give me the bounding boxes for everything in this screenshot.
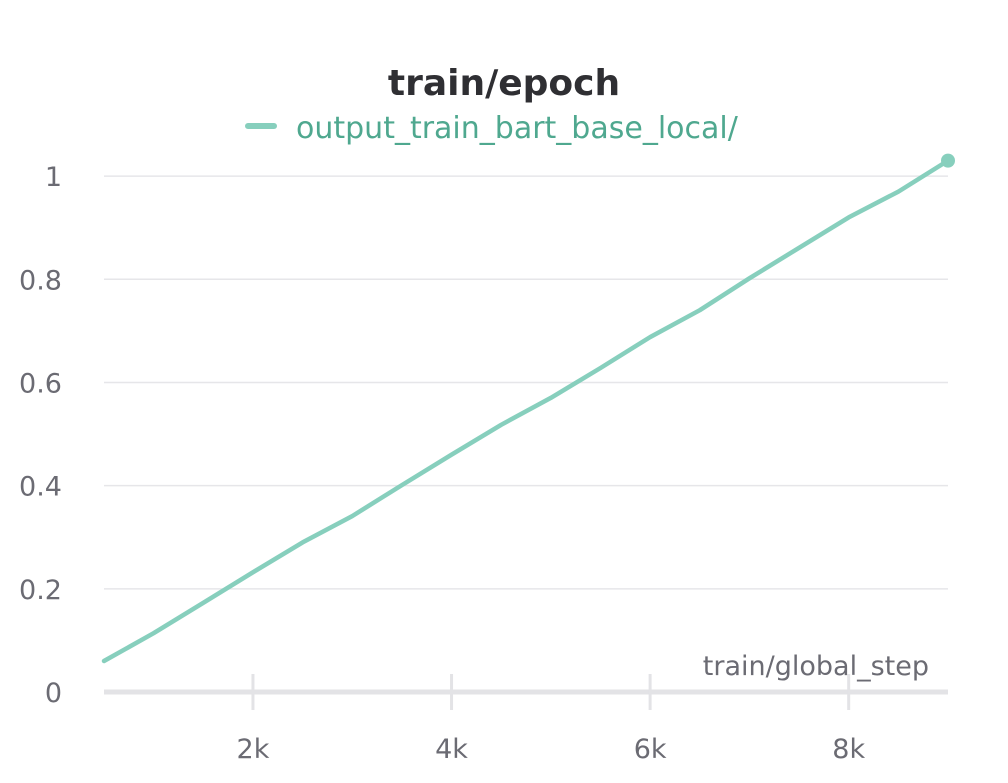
y-tick-label: 0.8 xyxy=(19,265,62,296)
legend-label[interactable]: output_train_bart_base_local/ xyxy=(296,111,739,146)
x-tick-label: 2k xyxy=(237,734,270,765)
chart-title: train/epoch xyxy=(388,63,620,104)
y-tick-label: 0 xyxy=(45,678,62,709)
grid xyxy=(104,175,948,590)
x-tick-label: 4k xyxy=(435,734,468,765)
legend[interactable]: output_train_bart_base_local/ xyxy=(245,111,739,146)
series-end-point[interactable] xyxy=(941,153,955,168)
y-tick-label: 0.6 xyxy=(19,368,62,399)
y-tick-label: 0.2 xyxy=(19,575,62,606)
x-axis: 2k 4k 6k 8k xyxy=(104,674,948,765)
y-tick-label: 0.4 xyxy=(19,472,62,503)
series-layer xyxy=(101,153,955,664)
y-axis: 0 0.2 0.4 0.6 0.8 1 xyxy=(19,162,62,709)
x-tick-label: 6k xyxy=(634,734,667,765)
x-axis-label: train/global_step xyxy=(703,651,929,682)
y-tick-label: 1 xyxy=(45,162,62,193)
x-tick-label: 8k xyxy=(832,734,865,765)
series-line[interactable] xyxy=(101,158,951,664)
